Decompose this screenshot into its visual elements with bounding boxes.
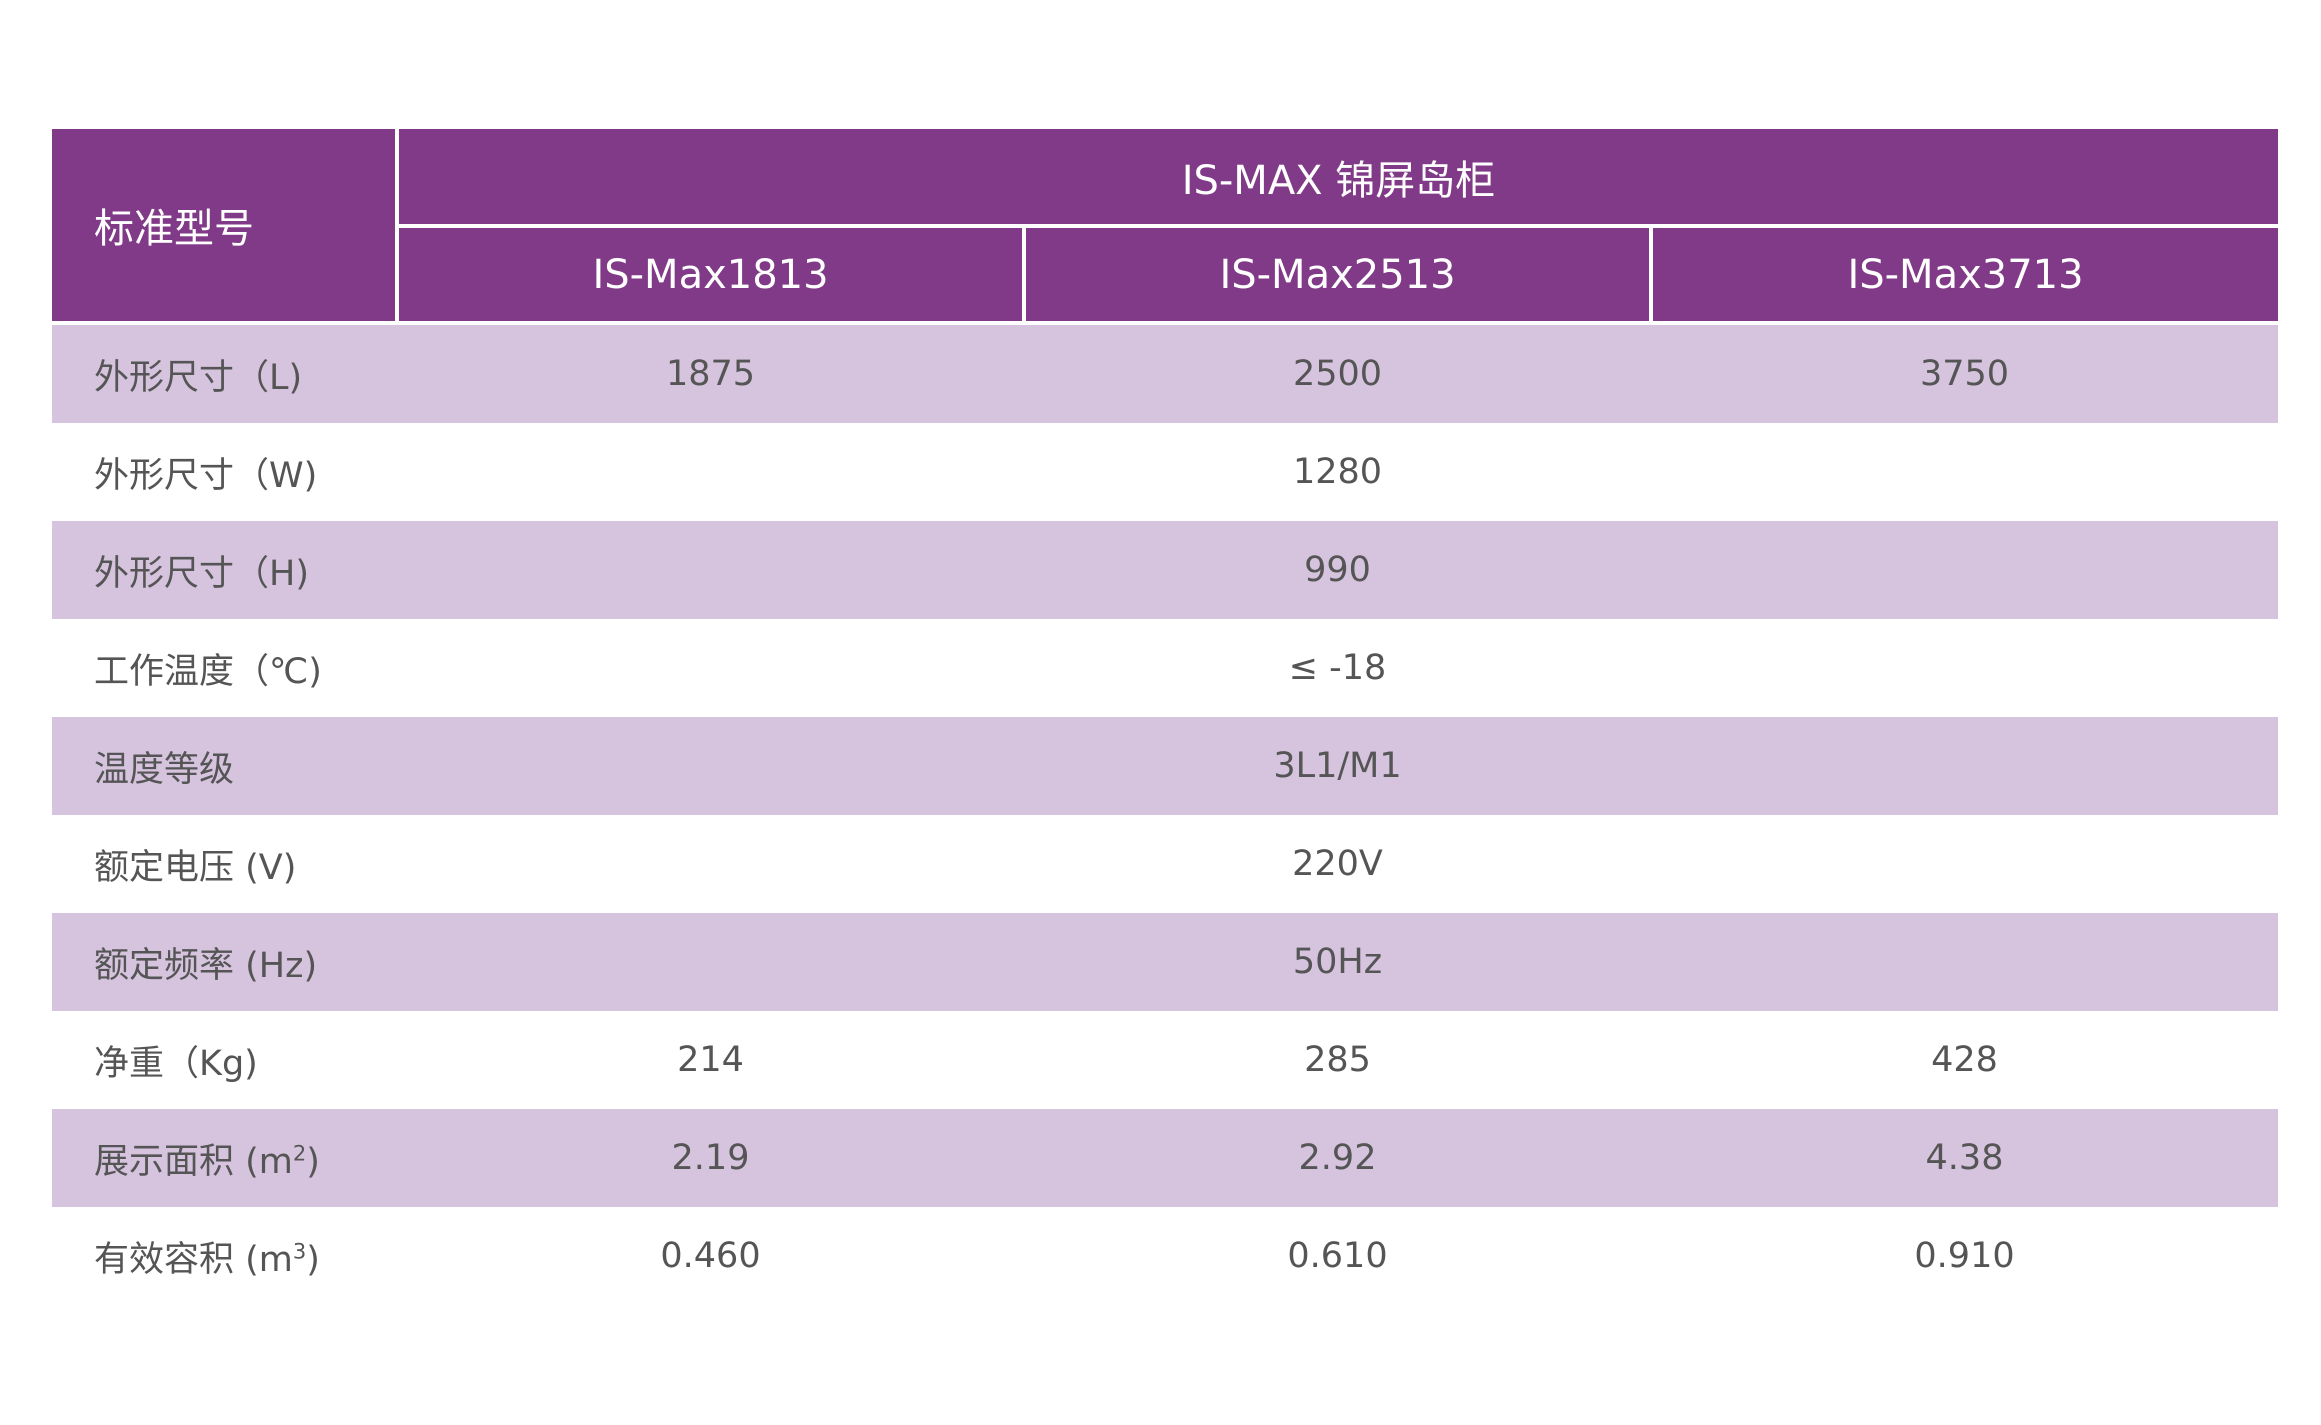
table-row: 外形尺寸（W) 1280 (52, 423, 2278, 521)
superscript: 3 (292, 1238, 307, 1263)
table-cell: 0.910 (1914, 1236, 2015, 1276)
table-cell-merged: 990 (397, 521, 2279, 619)
row-label: 工作温度（℃) (94, 651, 322, 692)
table-row: 额定电压 (V) 220V (52, 815, 2278, 913)
row-label: 外形尺寸（H) (52, 521, 397, 619)
table-row: 净重（Kg) 214 285 428 (52, 1011, 2278, 1109)
spec-table: 标准型号 IS-MAX 锦屏岛柜 IS-Max1813 IS-Max2513 I… (52, 129, 2279, 1305)
table-cell: 214 (677, 1040, 744, 1080)
model-name: IS-Max3713 (1648, 224, 2279, 325)
table-cell: 285 (1304, 1040, 1371, 1080)
row-label-suffix: ) (306, 1239, 320, 1280)
table-row: 外形尺寸（H) 990 (52, 521, 2279, 619)
table-cell-merged: 3L1/M1 (397, 717, 2279, 815)
table-cell: 2.92 (1024, 1109, 1651, 1207)
table-cell: 428 (1931, 1040, 1998, 1080)
table-row: 额定频率 (Hz) 50Hz (52, 913, 2279, 1011)
table-cell: 1875 (397, 323, 1024, 423)
table-row: 工作温度（℃) ≤ -18 (52, 619, 2278, 717)
row-label-text: 展示面积 (m (94, 1141, 293, 1182)
row-label: 额定频率 (Hz) (52, 913, 397, 1011)
row-label: 展示面积 (m2) (52, 1109, 397, 1207)
header-row-series: 标准型号 IS-MAX 锦屏岛柜 (52, 129, 2279, 325)
row-label: 外形尺寸（W) (94, 455, 318, 496)
model-header-label: 标准型号 (52, 129, 399, 325)
table-cell-merged: 1280 (1292, 452, 1383, 492)
table-cell: 0.610 (1287, 1236, 1388, 1276)
table-row: 外形尺寸（L) 1875 2500 3750 (52, 323, 2279, 423)
row-label: 外形尺寸（L) (52, 323, 397, 423)
model-name: IS-Max1813 (395, 224, 1026, 325)
row-label: 净重（Kg) (94, 1043, 258, 1084)
table-cell: 2.19 (397, 1109, 1024, 1207)
table-cell: 4.38 (1651, 1109, 2279, 1207)
table-cell: 0.460 (660, 1236, 761, 1276)
header-row-models: IS-Max1813 IS-Max2513 IS-Max3713 (52, 224, 2279, 325)
model-name: IS-Max2513 (1022, 224, 1653, 325)
table-row: 温度等级 3L1/M1 (52, 717, 2279, 815)
row-label-text: 有效容积 (m (94, 1239, 293, 1280)
row-label-suffix: ) (306, 1141, 320, 1182)
row-label: 有效容积 (m3) (52, 1207, 397, 1305)
table-cell-merged: ≤ -18 (1288, 648, 1387, 688)
table-cell-merged: 220V (1292, 844, 1383, 884)
row-label: 额定电压 (V) (94, 847, 297, 888)
series-title: IS-MAX 锦屏岛柜 (394, 129, 2279, 228)
table-row: 展示面积 (m2) 2.19 2.92 4.38 (52, 1109, 2279, 1207)
table-cell: 2500 (1024, 323, 1651, 423)
table-cell: 3750 (1651, 323, 2279, 423)
table-row: 有效容积 (m3) 0.460 0.610 0.910 (52, 1207, 2278, 1305)
row-label: 温度等级 (52, 717, 397, 815)
table-cell-merged: 50Hz (397, 913, 2279, 1011)
superscript: 2 (292, 1140, 307, 1165)
